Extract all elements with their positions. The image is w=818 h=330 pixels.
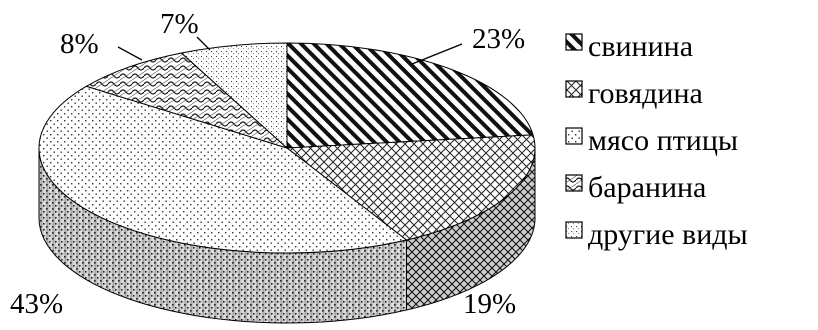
data-label-1: 19% (463, 288, 516, 320)
data-label-4: 7% (160, 8, 199, 40)
legend-swatch-1 (565, 80, 583, 98)
pie-slice-1 (285, 134, 536, 241)
legend-label-1: говядина (588, 77, 703, 110)
data-label-2: 43% (10, 288, 63, 320)
leader-line-4 (196, 36, 211, 51)
pie-slice-4 (180, 42, 288, 150)
legend-label-3: баранина (588, 171, 706, 204)
legend-swatch-4 (565, 221, 583, 239)
legend-swatch-0 (565, 33, 583, 51)
data-label-3: 8% (60, 28, 99, 60)
leader-line-3 (117, 46, 143, 61)
legend-label-0: свинина (588, 30, 693, 63)
legend-label-2: мясо птицы (588, 124, 738, 157)
legend-swatch-3 (565, 174, 583, 192)
pie-slice-0 (286, 42, 534, 149)
legend-label-4: другие виды (588, 218, 748, 251)
leader-line-0 (411, 43, 463, 65)
pie-layer: 23% 19% 43% 8% 7% (10, 8, 536, 324)
pie-slice-2 (38, 85, 408, 254)
legend-swatch-2 (565, 127, 583, 145)
legend: свинина говядина мясо птицы баранина другие … (565, 30, 748, 251)
data-label-0: 23% (472, 23, 525, 55)
pie-slice-3 (85, 52, 288, 149)
